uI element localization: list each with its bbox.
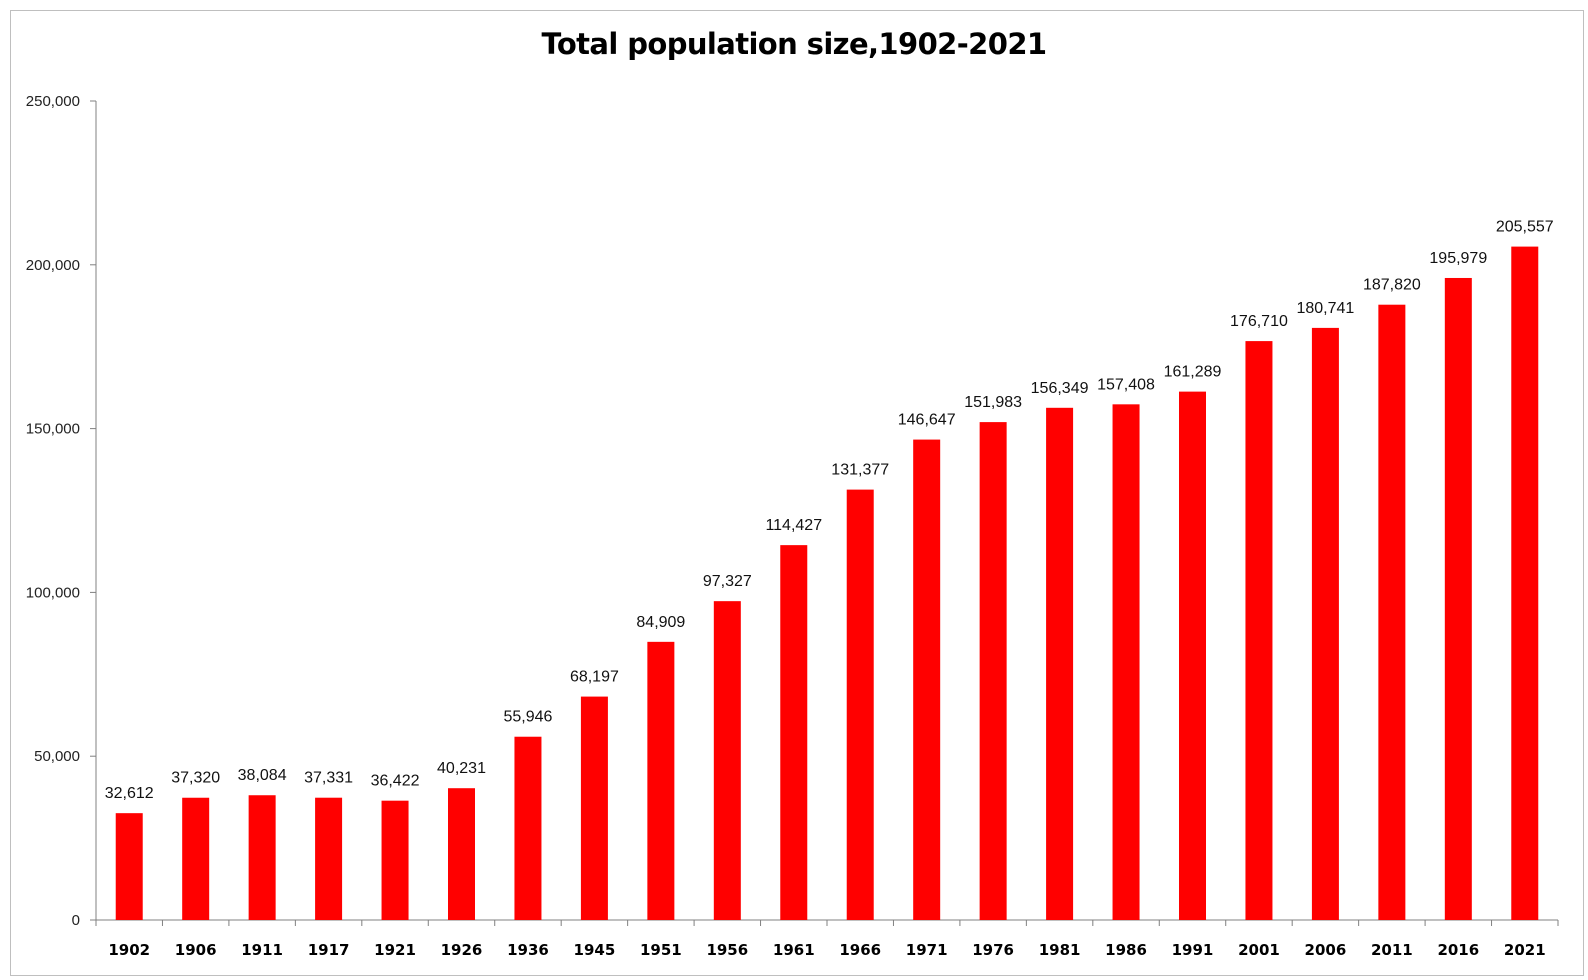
bar-1991 <box>1179 391 1206 920</box>
bar-1971 <box>913 439 941 920</box>
data-label: 205,557 <box>1496 219 1554 236</box>
bar-2011 <box>1378 304 1406 921</box>
x-tick-label: 1961 <box>773 941 815 959</box>
bars <box>115 246 1539 921</box>
x-tick-label: 2011 <box>1371 941 1413 959</box>
x-tick-label: 1966 <box>839 941 881 959</box>
x-tick-label: 2021 <box>1504 941 1546 959</box>
bar-1921 <box>381 800 409 920</box>
data-label: 38,084 <box>238 767 287 784</box>
bar-1945 <box>580 696 608 920</box>
x-tick-label: 2006 <box>1305 941 1347 959</box>
data-label: 37,320 <box>171 770 220 787</box>
bar-1966 <box>846 489 874 920</box>
data-label: 180,741 <box>1296 300 1354 317</box>
data-label: 37,331 <box>304 770 353 787</box>
bar-1917 <box>315 797 343 920</box>
x-tick-label: 1917 <box>308 941 350 959</box>
data-label: 40,231 <box>437 760 486 777</box>
bar-1936 <box>514 736 542 920</box>
x-tick-label: 1936 <box>507 941 549 959</box>
data-label: 84,909 <box>636 614 685 631</box>
x-tick-label: 1945 <box>574 941 616 959</box>
data-label: 157,408 <box>1097 376 1155 393</box>
y-tick-label: 50,000 <box>34 748 80 765</box>
x-tick-label: 1971 <box>906 941 948 959</box>
x-tick-label: 2016 <box>1437 941 1479 959</box>
y-tick-label: 200,000 <box>26 257 80 274</box>
y-axis: 0 50,000 100,000 150,000 200,000 250,000 <box>26 93 97 929</box>
data-label: 131,377 <box>831 462 889 479</box>
x-tick-label: 1926 <box>441 941 483 959</box>
data-label: 176,710 <box>1230 313 1288 330</box>
bar-2016 <box>1444 277 1472 921</box>
y-tick-label: 150,000 <box>26 421 80 438</box>
x-axis: 1902 1906 1911 1917 1921 1926 1936 1945 1951 1956… <box>95 919 1559 959</box>
y-tick-label: 0 <box>72 912 80 929</box>
bar-2001 <box>1245 341 1273 921</box>
data-labels: 32,612 37,320 38,084 37,331 36,422 40,231 55,9… <box>105 219 1554 803</box>
x-tick-label: 2001 <box>1238 941 1280 959</box>
x-tick-label: 1956 <box>706 941 748 959</box>
data-label: 36,422 <box>371 773 420 790</box>
bar-1926 <box>448 788 475 920</box>
bar-2006 <box>1311 327 1339 921</box>
data-label: 161,289 <box>1164 364 1222 381</box>
data-label: 146,647 <box>898 412 956 429</box>
x-tick-label: 1902 <box>108 941 150 959</box>
x-tick-label: 1906 <box>175 941 217 959</box>
bar-1902 <box>115 813 143 920</box>
bar-1911 <box>248 795 276 920</box>
bar-2021 <box>1511 246 1539 920</box>
bar-1951 <box>647 641 675 920</box>
x-tick-label: 1976 <box>972 941 1014 959</box>
bar-1906 <box>182 797 210 920</box>
data-label: 55,946 <box>503 709 552 726</box>
data-label: 97,327 <box>703 573 752 590</box>
data-label: 156,349 <box>1031 380 1089 397</box>
x-tick-label: 1981 <box>1039 941 1081 959</box>
bar-1976 <box>979 422 1007 920</box>
data-label: 151,983 <box>964 394 1022 411</box>
bar-1981 <box>1046 407 1074 921</box>
bar-1956 <box>713 601 741 920</box>
data-label: 32,612 <box>105 785 154 802</box>
y-tick-label: 100,000 <box>26 584 80 601</box>
bar-1986 <box>1112 404 1140 920</box>
data-label: 68,197 <box>570 669 619 686</box>
data-label: 187,820 <box>1363 277 1421 294</box>
data-label: 114,427 <box>765 517 822 534</box>
x-tick-label: 1911 <box>241 941 283 959</box>
x-tick-label: 1991 <box>1172 941 1214 959</box>
chart-title: Total population size,1902-2021 <box>541 27 1047 61</box>
x-tick-label: 1951 <box>640 941 682 959</box>
y-tick-label: 250,000 <box>26 93 80 110</box>
x-tick-label: 1986 <box>1105 941 1147 959</box>
x-tick-label: 1921 <box>374 941 416 959</box>
data-label: 195,979 <box>1429 250 1487 267</box>
bar-1961 <box>780 545 808 920</box>
